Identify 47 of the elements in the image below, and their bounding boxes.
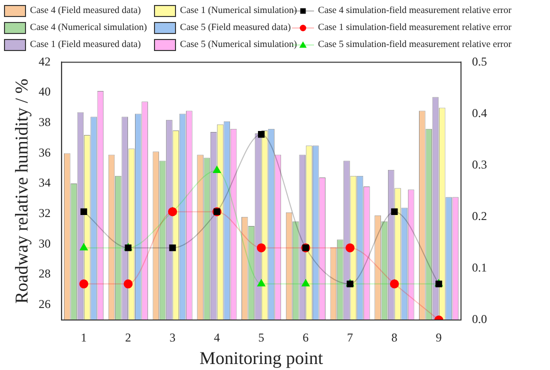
- x-tick-label: 5: [258, 330, 264, 344]
- x-tick-label: 2: [125, 330, 132, 344]
- y-axis-title: Roadway relative humidity / %: [12, 78, 32, 304]
- x-tick-label: 8: [391, 330, 398, 344]
- point: [124, 279, 133, 288]
- y2-tick-label: 0.3: [472, 157, 487, 172]
- y2-tick-label: 0.5: [472, 54, 487, 68]
- x-tick-label: 1: [80, 330, 87, 344]
- y-tick-label: 36: [38, 145, 51, 160]
- point: [80, 243, 88, 250]
- point: [80, 208, 88, 216]
- point: [256, 243, 266, 252]
- y-tick-label: 34: [38, 176, 51, 190]
- point: [302, 279, 310, 286]
- point: [258, 131, 265, 138]
- y-tick-label: 32: [38, 206, 51, 220]
- x-axis-title: Monitoring point: [200, 348, 324, 368]
- legend-label: Case 5 (Field measured data): [180, 22, 291, 32]
- point: [79, 279, 88, 288]
- legend-label: Case 4 (Numerical simulation): [30, 22, 147, 32]
- point: [346, 243, 355, 252]
- point: [391, 208, 398, 216]
- y-tick-label: 28: [38, 266, 51, 281]
- point: [257, 279, 266, 286]
- y-tick-label: 42: [38, 54, 51, 68]
- x-tick-label: 3: [170, 330, 176, 344]
- y-tick-label: 30: [38, 236, 51, 250]
- legend-label: Case 5 simulation-field measurement relative error: [318, 40, 512, 50]
- legend-label: Case 4 (Field measured data): [30, 6, 141, 16]
- legend-label: Case 1 (Field measured data): [30, 40, 141, 50]
- y-tick-label: 38: [38, 115, 51, 130]
- point: [212, 166, 221, 173]
- y2-tick-label: 0.4: [472, 106, 487, 120]
- x-tick-label: 4: [214, 330, 220, 344]
- x-tick-label: 7: [347, 330, 354, 344]
- y2-tick-label: 0.0: [472, 312, 487, 326]
- y2-tick-label: 0.2: [472, 209, 487, 224]
- point: [169, 244, 176, 252]
- legend-label: Case 1 (Numerical simulation): [180, 6, 297, 16]
- legend-label: Case 4 simulation-field measurement relative error: [318, 6, 512, 16]
- y-tick-label: 26: [38, 296, 51, 311]
- x-tick-label: 6: [302, 330, 309, 344]
- y-tick-label: 40: [38, 84, 51, 99]
- y2-tick-label: 0.1: [472, 260, 487, 275]
- x-tick-label: 9: [436, 330, 442, 344]
- legend-label: Case 5 (Numerical simulation): [180, 40, 297, 50]
- legend-label: Case 1 simulation-field measurement relative error: [318, 22, 512, 32]
